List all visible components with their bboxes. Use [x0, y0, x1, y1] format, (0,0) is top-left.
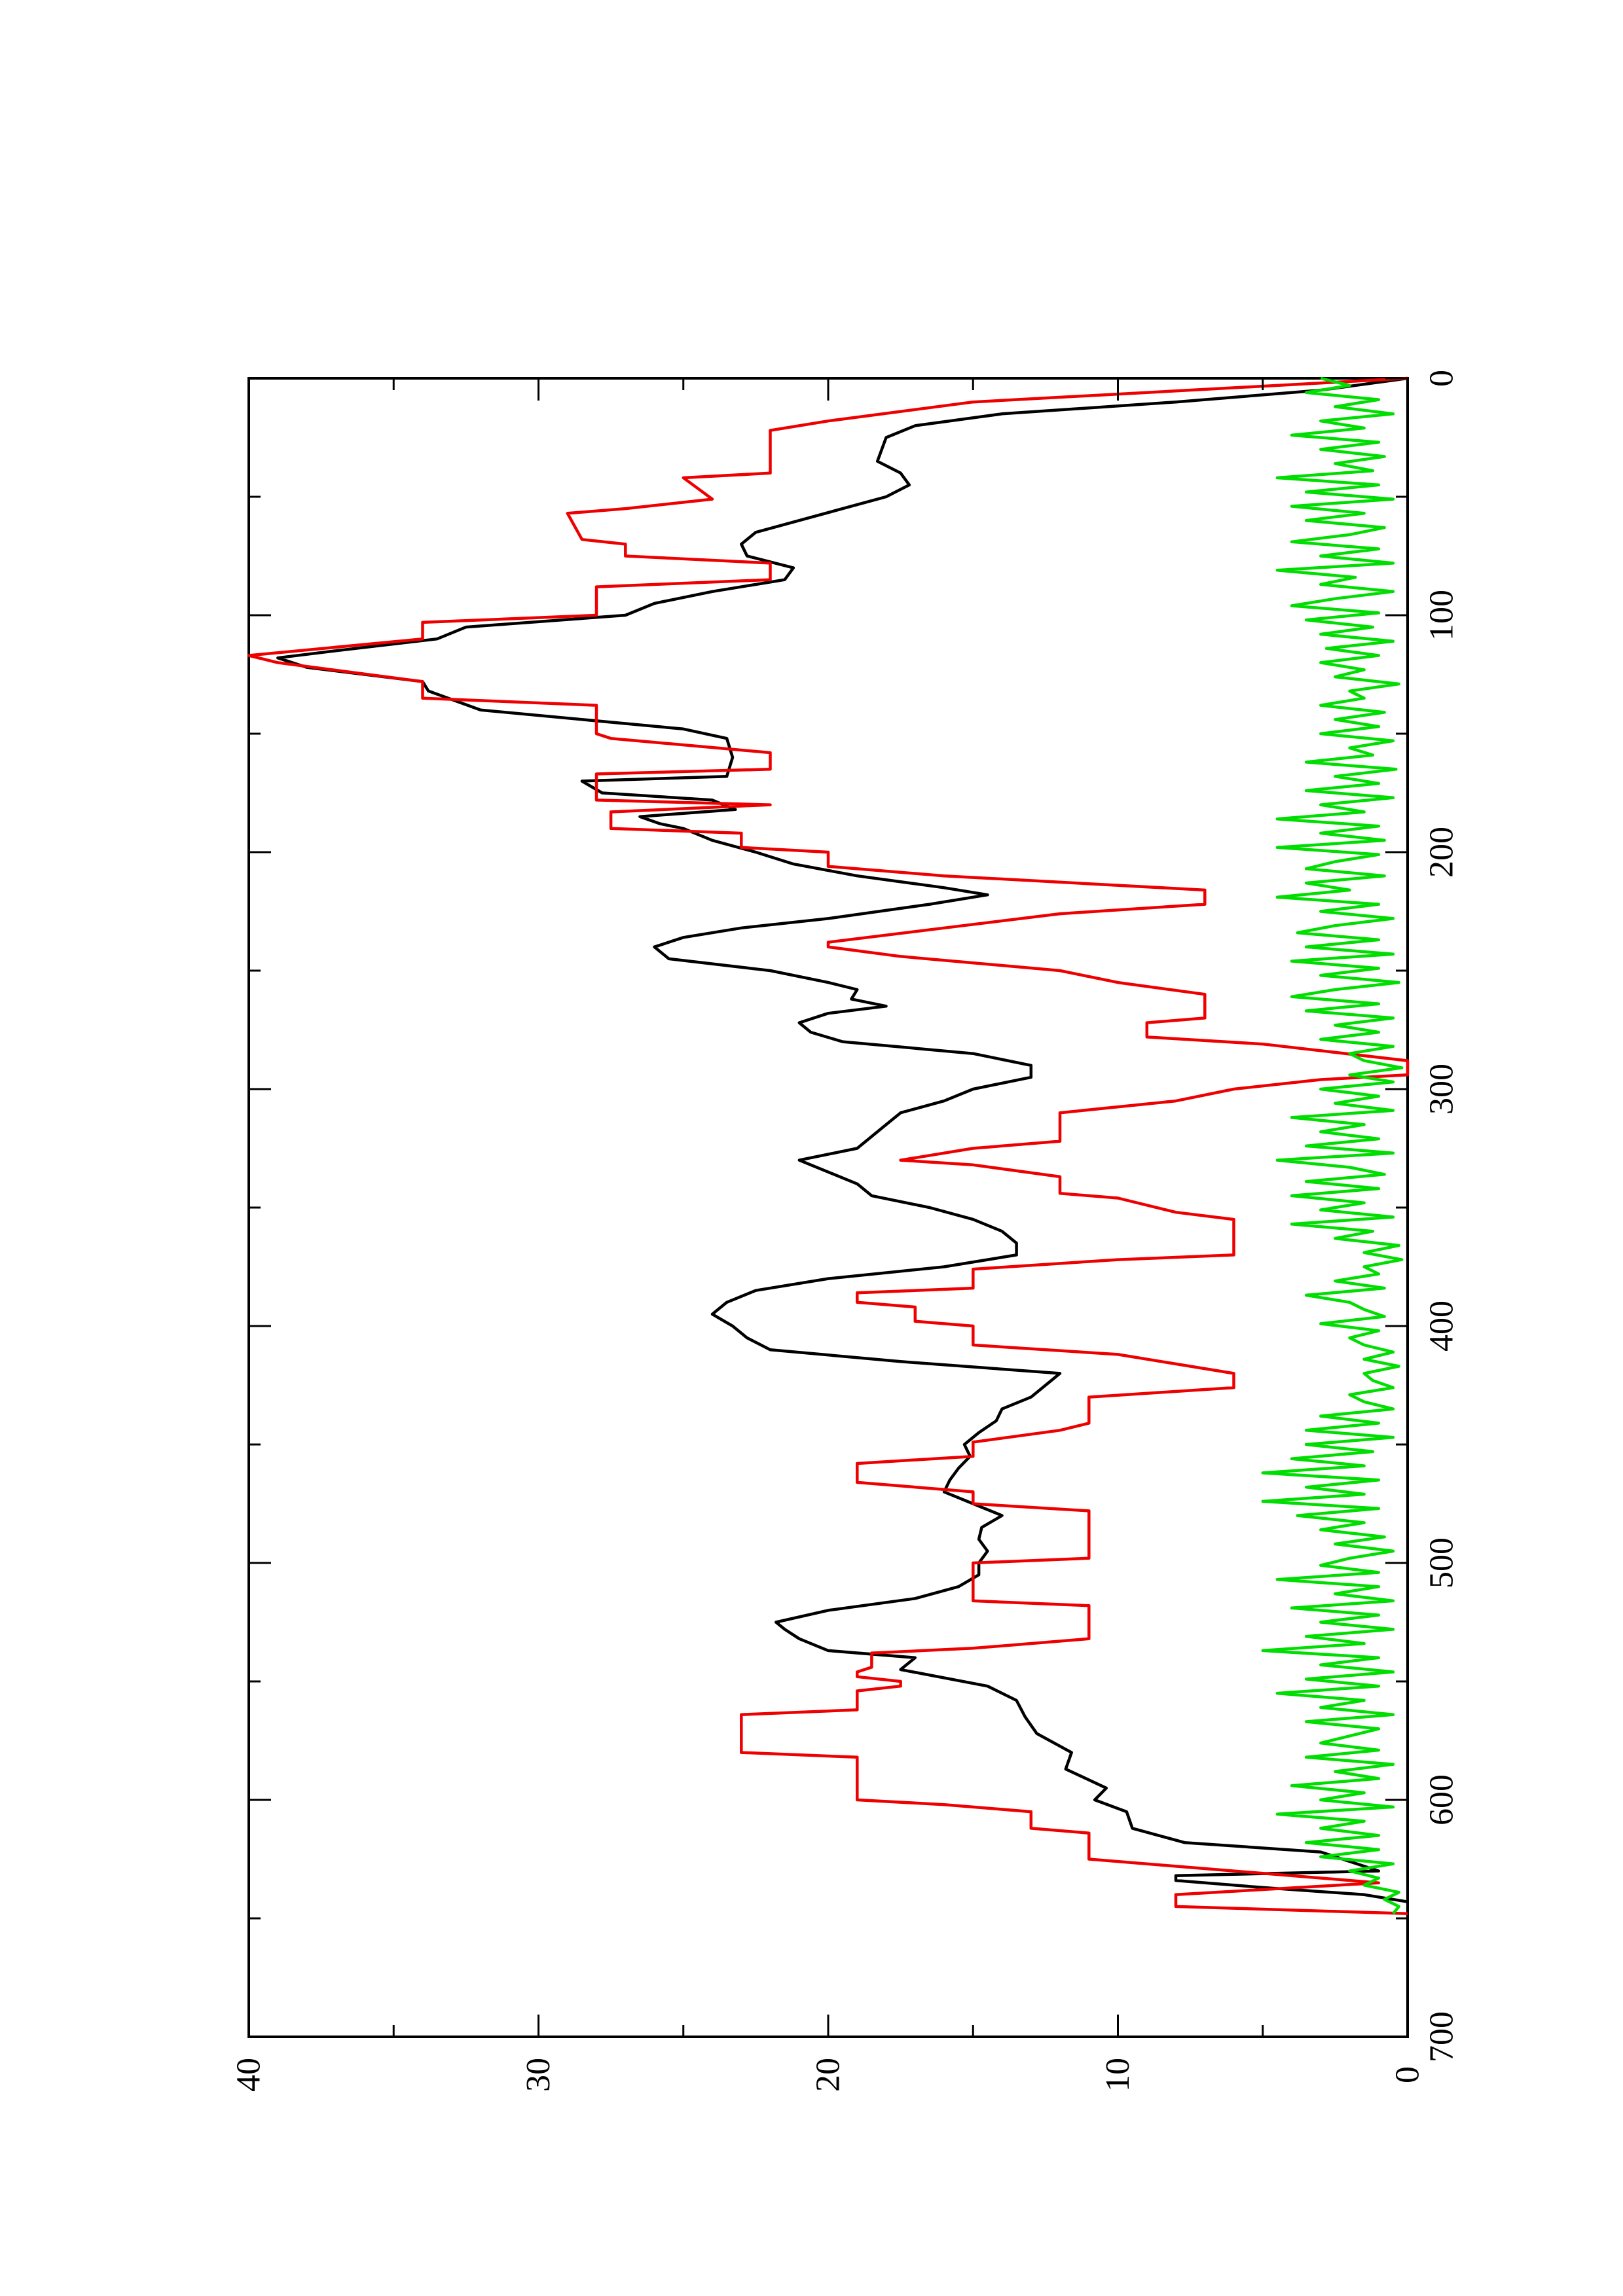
x-tick-label: 700: [1423, 2011, 1461, 2062]
tick-layer: [247, 377, 1409, 2038]
tick-label-layer: 0 100 200 300 400 500 600 700 0 10 20 30 40: [230, 370, 1461, 2092]
series-line-0: [276, 376, 1408, 1903]
x-tick-label: 400: [1423, 1300, 1461, 1352]
y-tick-label: 20: [810, 2058, 847, 2092]
x-tick-label: 300: [1423, 1064, 1461, 1115]
series-line-2: [1261, 376, 1404, 1915]
x-tick-label: 200: [1423, 827, 1461, 878]
x-tick-label: 600: [1423, 1774, 1461, 1825]
x-tick-label: 500: [1423, 1537, 1461, 1588]
series-line-1: [247, 376, 1410, 1916]
y-tick-label: 0: [1389, 2066, 1427, 2083]
x-tick-label: 0: [1423, 370, 1461, 387]
y-tick-label: 40: [230, 2058, 268, 2092]
series-layer: [247, 376, 1410, 1916]
y-tick-label: 30: [520, 2058, 557, 2092]
y-tick-label: 10: [1099, 2058, 1137, 2092]
x-tick-label: 100: [1423, 590, 1461, 641]
